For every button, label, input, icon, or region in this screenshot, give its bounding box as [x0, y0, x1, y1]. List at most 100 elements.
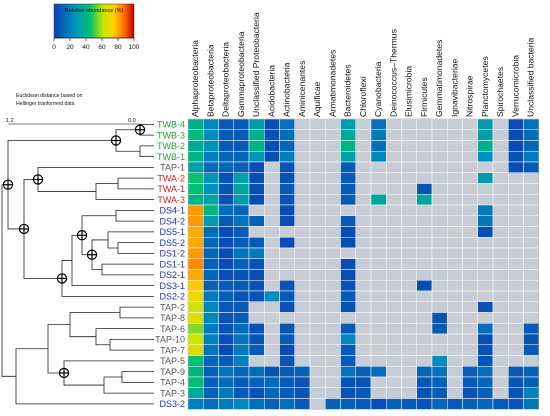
heatmap-cell [447, 398, 463, 410]
heatmap-cell [477, 269, 494, 281]
row-label: DS3-2 [159, 399, 185, 409]
heatmap-cell [355, 269, 372, 281]
heatmap-cell [523, 344, 539, 356]
heatmap-cell [187, 183, 204, 195]
heatmap-cell [233, 118, 250, 130]
heatmap-cell [218, 204, 234, 216]
heatmap-cell [492, 194, 509, 206]
heatmap-cell [279, 194, 295, 206]
heatmap-cell [431, 161, 448, 173]
heatmap-cell [203, 333, 219, 345]
heatmap-cell [325, 398, 341, 410]
heatmap-cell [386, 344, 402, 356]
heatmap-cell [355, 194, 372, 206]
column-label: Cyanobacteria [373, 61, 383, 117]
heatmap-cell [340, 387, 356, 399]
column-label: Aquificae [312, 81, 322, 117]
heatmap-cell [386, 323, 402, 335]
heatmap-cell [401, 333, 417, 345]
heatmap-cell [294, 183, 311, 195]
heatmap-cell [203, 387, 219, 399]
column-label: Chloroflexi [358, 76, 368, 117]
heatmap-cell [477, 355, 494, 367]
heatmap-cell [523, 161, 539, 173]
column-label: Alphaproteobacteria [190, 40, 200, 117]
heatmap-cell [477, 172, 494, 184]
heatmap-cell [309, 344, 326, 356]
heatmap-cell [416, 301, 433, 313]
legend-tick-label: 0 [52, 44, 56, 51]
heatmap-cell [431, 269, 448, 281]
heatmap-cell [416, 194, 433, 206]
heatmap-cell [340, 194, 356, 206]
heatmap-cell [508, 344, 524, 356]
heatmap-cell [233, 247, 250, 259]
heatmap-cell [416, 269, 433, 281]
heatmap-cell [355, 129, 372, 141]
heatmap-cell [325, 387, 341, 399]
heatmap-cell [386, 269, 402, 281]
heatmap-cell [416, 151, 433, 163]
heatmap-cell [370, 161, 387, 173]
heatmap-cell [523, 280, 539, 292]
heatmap-cell [416, 215, 433, 227]
heatmap-cell [431, 129, 448, 141]
heatmap-cell [218, 172, 234, 184]
bootstrap-nodes [2, 124, 146, 379]
heatmap-cell [492, 161, 509, 173]
row-label: TAP-7 [160, 345, 185, 355]
dendrogram-branch [103, 376, 154, 394]
heatmap-cell [523, 355, 539, 367]
heatmap-cell [508, 183, 524, 195]
heatmap-cell [264, 172, 280, 184]
column-labels: Alphaproteobacteria Betaproteobacteria Del… [190, 12, 536, 117]
heatmap-cell [340, 151, 356, 163]
heatmap-cell [203, 237, 219, 249]
heatmap-cell [386, 172, 402, 184]
heatmap-cell [508, 258, 524, 270]
row-label: TWA-1 [157, 184, 185, 194]
heatmap-cell [462, 323, 478, 335]
heatmap-cell [508, 247, 524, 259]
heatmap-cell [355, 290, 372, 302]
heatmap-cell [340, 204, 356, 216]
heatmap-cell [233, 344, 250, 356]
heatmap-cell [447, 366, 463, 378]
legend-tick-label: 80 [114, 44, 122, 51]
heatmap-cell [340, 226, 356, 238]
heatmap-cell [187, 226, 204, 238]
heatmap-cell [431, 323, 448, 335]
heatmap-cell [218, 129, 234, 141]
heatmap-cell [447, 269, 463, 281]
heatmap-cell [248, 323, 265, 335]
heatmap-cell [431, 194, 448, 206]
heatmap-cell [401, 118, 417, 130]
heatmap-cell [233, 398, 250, 410]
heatmap-cell [477, 376, 494, 388]
heatmap-cell [431, 290, 448, 302]
heatmap-cell [325, 333, 341, 345]
heatmap-cell [508, 387, 524, 399]
heatmap-cell [218, 398, 234, 410]
heatmap-cell [233, 376, 250, 388]
heatmap-cell [218, 280, 234, 292]
heatmap-cell [462, 333, 478, 345]
heatmap-cell [523, 226, 539, 238]
heatmap-cell [355, 344, 372, 356]
heatmap-cell [416, 237, 433, 249]
heatmap-cell [279, 280, 295, 292]
heatmap-cell [187, 376, 204, 388]
heatmap-cell [294, 312, 311, 324]
dendrogram-branch [115, 209, 154, 222]
heatmap-cell [416, 355, 433, 367]
heatmap-cell [187, 290, 204, 302]
heatmap-cell [294, 301, 311, 313]
heatmap-cell [309, 280, 326, 292]
heatmap-cell [447, 237, 463, 249]
heatmap-cell [325, 376, 341, 388]
heatmap-cell [370, 290, 387, 302]
dendrogram-branch [117, 177, 154, 190]
heatmap-cell [416, 172, 433, 184]
heatmap-cell [309, 129, 326, 141]
legend-title: Relative abundance (%) [65, 8, 124, 14]
